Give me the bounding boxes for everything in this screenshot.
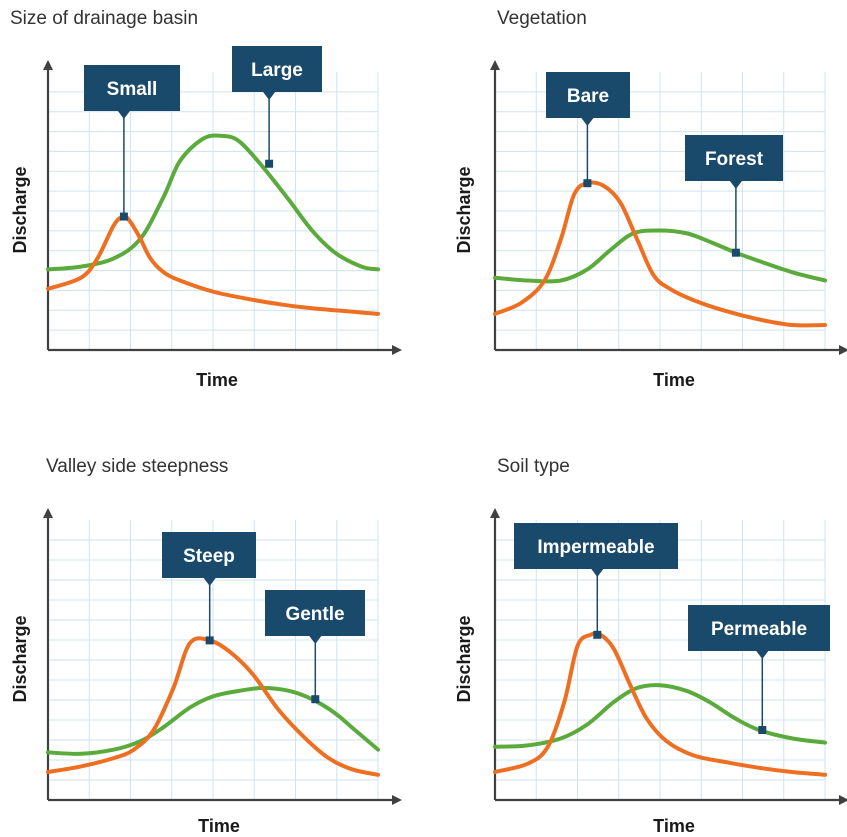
x-axis-arrow <box>392 795 402 805</box>
x-axis-arrow <box>839 795 847 805</box>
x-axis-label: Time <box>198 816 240 836</box>
y-axis-label: Discharge <box>454 615 474 702</box>
callout-box <box>514 523 678 577</box>
axes <box>490 508 847 805</box>
series-line-bare <box>493 180 827 328</box>
callout-box <box>232 46 322 100</box>
callout-label: Large <box>251 60 303 81</box>
panel-title: Vegetation <box>497 8 587 29</box>
callout-label: Forest <box>705 149 764 170</box>
callout-label: Permeable <box>711 619 807 640</box>
callout-label: Steep <box>183 546 235 567</box>
callout-box <box>265 590 365 644</box>
callout-box <box>546 72 630 126</box>
grid <box>48 72 379 350</box>
y-axis-arrow <box>490 60 500 70</box>
callouts: Steep Gentle <box>162 532 365 704</box>
callout-marker <box>265 159 274 168</box>
callout-label: Impermeable <box>537 537 654 558</box>
series-lines <box>493 180 827 328</box>
callouts: Impermeable Permeable <box>514 523 830 734</box>
panel-title: Soil type <box>497 456 570 477</box>
panel-soil-type: Soil type Impermeable Permeable Discharge… <box>454 456 847 836</box>
y-axis-label: Discharge <box>454 166 474 253</box>
x-axis-label: Time <box>196 370 238 390</box>
callout-marker <box>758 726 767 734</box>
x-axis-label: Time <box>653 370 695 390</box>
callouts: Small Large <box>84 46 322 221</box>
callout-marker <box>205 636 214 645</box>
panel-valley-side-steepness: Valley side steepness Steep Gentle Discha… <box>10 456 402 836</box>
callout-marker <box>311 695 320 704</box>
callout-permeable: Permeable <box>688 605 830 734</box>
callout-gentle: Gentle <box>265 590 365 704</box>
x-axis-arrow <box>839 345 847 355</box>
series-line-gentle <box>46 686 380 756</box>
panel-size-of-drainage-basin: Size of drainage basin Small Large Discha… <box>10 8 402 390</box>
callout-small: Small <box>84 65 180 221</box>
panel-title: Size of drainage basin <box>10 8 198 29</box>
callout-label: Small <box>107 79 158 100</box>
callout-marker <box>593 630 602 639</box>
callout-steep: Steep <box>162 532 256 645</box>
axes <box>490 60 847 355</box>
callout-label: Bare <box>567 86 609 107</box>
callout-marker <box>119 212 128 221</box>
y-axis-arrow <box>43 508 53 518</box>
panel-vegetation: Vegetation Bare Forest Discharge Time <box>454 8 847 390</box>
grid <box>495 72 826 350</box>
callout-box <box>162 532 256 586</box>
series-line-impermeable <box>493 631 827 777</box>
callout-forest: Forest <box>685 135 783 257</box>
grid <box>495 520 826 800</box>
y-axis-arrow <box>43 60 53 70</box>
callout-box <box>685 135 783 189</box>
callouts: Bare Forest <box>546 72 783 257</box>
x-axis-arrow <box>392 345 402 355</box>
y-axis-label: Discharge <box>10 166 30 253</box>
callout-marker <box>731 248 740 257</box>
callout-label: Gentle <box>285 604 344 625</box>
callout-box <box>688 605 830 659</box>
callout-large: Large <box>232 46 322 168</box>
callout-bare: Bare <box>546 72 630 188</box>
axes <box>43 60 402 355</box>
series-line-large <box>46 133 380 272</box>
series-lines <box>46 133 380 316</box>
callout-box <box>84 65 180 119</box>
y-axis-arrow <box>490 508 500 518</box>
series-line-forest <box>493 228 827 284</box>
callout-impermeable: Impermeable <box>514 523 678 639</box>
series-line-small <box>46 214 380 316</box>
x-axis-label: Time <box>653 816 695 836</box>
panel-title: Valley side steepness <box>46 456 228 477</box>
callout-marker <box>583 179 592 188</box>
y-axis-label: Discharge <box>10 615 30 702</box>
